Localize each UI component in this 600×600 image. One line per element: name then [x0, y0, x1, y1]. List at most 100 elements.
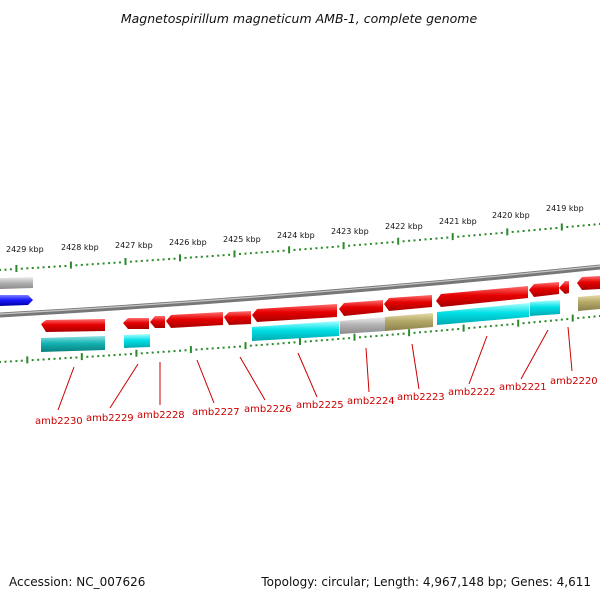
minor-tick	[408, 239, 411, 242]
kbp-scale-labels: 2429 kbp 2428 kbp 2427 kbp 2426 kbp 2425…	[6, 204, 584, 254]
minor-tick	[489, 325, 492, 328]
minor-tick	[500, 324, 503, 327]
gene-label-amb2222[interactable]: amb2222	[448, 387, 496, 398]
minor-tick	[473, 234, 476, 237]
minor-tick	[424, 330, 427, 333]
major-tick	[571, 314, 574, 322]
gene-amb2223-arrow[interactable]	[384, 295, 432, 311]
minor-tick	[91, 263, 94, 266]
minor-tick	[184, 349, 187, 352]
feature-next-other[interactable]	[578, 295, 600, 311]
minor-tick	[331, 246, 334, 248]
feature-amb2222-rna[interactable]	[437, 303, 529, 325]
gene-amb2221-arrow[interactable]	[529, 282, 559, 297]
minor-tick	[555, 319, 558, 322]
minor-tick	[211, 255, 214, 257]
minor-tick	[282, 249, 285, 252]
gene-amb2230-arrow[interactable]	[41, 319, 105, 332]
minor-tick	[97, 262, 100, 265]
minor-tick	[320, 246, 323, 249]
major-tick	[233, 250, 236, 258]
minor-tick	[364, 243, 367, 246]
gene-amb2226-arrow[interactable]	[224, 311, 251, 325]
gene-label-amb2227[interactable]: amb2227	[192, 407, 240, 418]
minor-tick	[593, 223, 596, 226]
feature-amb2229-rna[interactable]	[124, 334, 150, 348]
minor-tick	[129, 353, 132, 355]
major-tick	[124, 258, 127, 265]
minor-tick	[151, 259, 154, 262]
gene-label-amb2228[interactable]: amb2228	[137, 410, 185, 421]
kbp-label: 2419 kbp	[546, 204, 584, 213]
minor-tick	[75, 356, 78, 359]
minor-tick	[457, 328, 460, 330]
gene-label-amb2230[interactable]: amb2230	[35, 416, 83, 427]
gene-amb2220-arrow[interactable]	[559, 281, 569, 294]
feature-amb2223-other[interactable]	[385, 313, 433, 331]
gene-amb2227-arrow[interactable]	[166, 312, 223, 328]
gene-label-amb2223[interactable]: amb2223	[397, 392, 445, 403]
minor-tick	[468, 327, 471, 330]
gene-label-amb2220[interactable]: amb2220	[550, 376, 598, 387]
minor-tick	[566, 226, 569, 228]
genome-backbone	[0, 264, 600, 318]
minor-tick	[173, 350, 176, 353]
map-title: Magnetospirillum magneticum AMB-1, compl…	[121, 11, 478, 26]
minor-tick	[31, 267, 34, 269]
minor-tick	[15, 360, 18, 363]
minor-tick	[419, 331, 421, 334]
minor-tick	[320, 339, 323, 342]
feature-amb2225-rna[interactable]	[252, 321, 339, 341]
major-tick	[397, 237, 400, 245]
gene-amb2225-arrow[interactable]	[252, 304, 337, 322]
gene-amb2224-arrow[interactable]	[339, 300, 383, 316]
minor-tick	[533, 229, 536, 231]
minor-tick	[304, 340, 307, 343]
minor-tick	[375, 242, 378, 245]
minor-tick	[211, 347, 214, 350]
minor-tick	[484, 233, 487, 236]
gene-label-amb2224[interactable]: amb2224	[347, 396, 395, 407]
minor-tick	[544, 320, 547, 323]
kbp-label: 2425 kbp	[223, 235, 261, 244]
gene-next-arrow[interactable]	[577, 276, 600, 290]
minor-tick	[549, 227, 552, 230]
minor-tick	[479, 326, 481, 329]
kbp-label: 2429 kbp	[6, 245, 44, 254]
minor-tick	[124, 353, 127, 356]
minor-tick	[271, 343, 274, 346]
minor-tick	[309, 247, 312, 250]
gene-amb2228-arrow[interactable]	[150, 316, 165, 328]
minor-tick	[206, 347, 209, 350]
major-tick	[506, 228, 509, 236]
minor-tick	[249, 252, 252, 255]
minor-tick	[162, 258, 165, 261]
gene-label-amb2225[interactable]: amb2225	[296, 400, 344, 411]
feature-amb2224-pseudo[interactable]	[340, 317, 385, 334]
major-tick	[408, 329, 411, 337]
feature-amb2230-rna[interactable]	[41, 336, 105, 352]
major-tick	[353, 333, 356, 341]
minor-tick	[0, 269, 1, 271]
gene-amb2229-arrow[interactable]	[123, 318, 149, 329]
minor-tick	[91, 355, 94, 358]
backbone-highlight	[0, 265, 600, 315]
gene-label-amb2221[interactable]: amb2221	[499, 382, 547, 393]
minor-tick	[386, 334, 389, 337]
minor-tick	[228, 253, 231, 256]
kbp-label: 2426 kbp	[169, 238, 207, 247]
minor-tick	[75, 264, 78, 267]
minor-tick	[288, 341, 291, 344]
gene-label-amb2229[interactable]: amb2229	[86, 413, 134, 424]
minor-tick	[189, 256, 192, 259]
gene-amb2222-arrow[interactable]	[436, 286, 528, 307]
minor-tick	[560, 318, 563, 321]
gene-label-amb2226[interactable]: amb2226	[244, 404, 292, 415]
major-tick	[189, 346, 192, 353]
minor-tick	[484, 325, 487, 328]
minor-tick	[479, 233, 481, 236]
minor-tick	[239, 253, 241, 255]
minor-tick	[53, 357, 56, 360]
feature-amb2221-rna[interactable]	[530, 300, 560, 316]
minor-tick	[151, 351, 154, 354]
